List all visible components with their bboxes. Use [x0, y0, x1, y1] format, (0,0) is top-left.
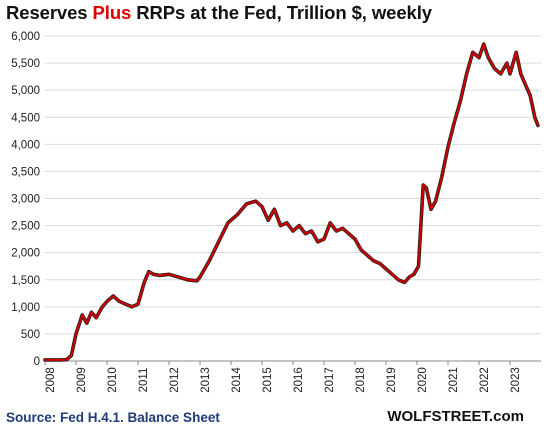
x-tick-label: 2019 — [386, 367, 398, 393]
source-note: Source: Fed H.4.1. Balance Sheet — [6, 410, 220, 425]
x-tick-label: 2010 — [107, 367, 119, 393]
series-line — [44, 43, 539, 361]
x-axis-ticks: 2008 2009 2010 2011 2012 2013 2014 2015 2016 2017… — [44, 361, 522, 393]
x-tick-label: 2022 — [479, 367, 491, 393]
y-axis-ticks: 0 500 1,000 1,500 2,000 2,500 3,000 3,500 4,000 4… — [11, 31, 40, 368]
x-tick-label: 2020 — [417, 367, 429, 393]
x-tick-label: 2015 — [262, 367, 274, 393]
brand-logo-text: WOLFSTREET.com — [387, 408, 524, 425]
y-tick-label: 4,000 — [11, 139, 40, 151]
y-tick-label: 500 — [21, 329, 40, 341]
x-tick-label: 2021 — [448, 367, 460, 393]
series-line-shadow — [43, 42, 540, 362]
y-tick-label: 3,000 — [11, 194, 40, 206]
x-tick-label: 2016 — [293, 367, 305, 393]
y-tick-label: 5,000 — [11, 85, 40, 97]
y-tick-label: 0 — [34, 356, 40, 368]
gridlines — [45, 35, 541, 335]
title-highlight: Plus — [92, 2, 132, 23]
series-lines — [43, 42, 540, 362]
chart-title: Reserves Plus RRPs at the Fed, Trillion … — [6, 2, 432, 24]
x-tick-label: 2013 — [200, 367, 212, 393]
x-tick-label: 2008 — [45, 367, 57, 393]
x-tick-label: 2014 — [231, 367, 243, 393]
y-tick-label: 1,000 — [11, 302, 40, 314]
x-tick-label: 2012 — [169, 367, 181, 393]
title-part-1: Reserves — [6, 2, 93, 23]
y-tick-label: 4,500 — [11, 112, 40, 124]
x-tick-label: 2023 — [510, 367, 522, 393]
x-tick-label: 2011 — [138, 368, 150, 393]
y-tick-label: 2,000 — [11, 248, 40, 260]
y-tick-label: 3,500 — [11, 166, 40, 178]
y-tick-label: 2,500 — [11, 221, 40, 233]
y-tick-label: 6,000 — [11, 31, 40, 43]
x-tick-label: 2009 — [76, 367, 88, 393]
y-tick-label: 5,500 — [11, 58, 40, 70]
x-tick-label: 2018 — [355, 367, 367, 393]
y-tick-label: 1,500 — [11, 275, 40, 287]
title-part-2: RRPs at the Fed, Trillion $, weekly — [131, 2, 432, 23]
x-tick-label: 2017 — [324, 367, 336, 393]
